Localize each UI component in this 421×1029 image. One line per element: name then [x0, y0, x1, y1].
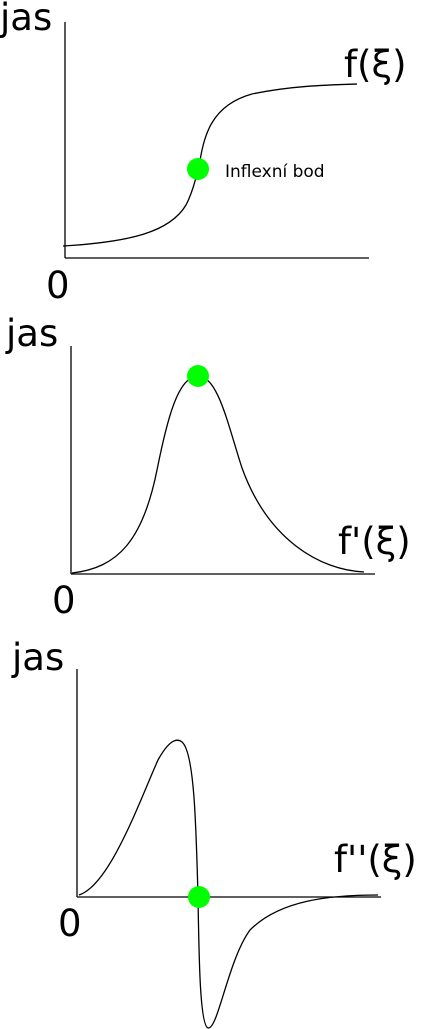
inflection-point-marker [187, 158, 209, 180]
y-axis-label: jas [11, 636, 64, 679]
bell-curve [71, 375, 365, 574]
second-derivative-curve [78, 739, 379, 1029]
zero-crossing-marker [188, 886, 210, 908]
inflection-point-label: Inflexní bod [225, 162, 325, 182]
maximum-point-marker [187, 365, 209, 387]
panel-second-derivative: jas 0 f''(ξ) [11, 636, 417, 1029]
curve-label: f'(ξ) [338, 520, 411, 563]
panel-function: jas 0 f(ξ) Inflexní bod [0, 0, 407, 307]
origin-label: 0 [46, 264, 70, 307]
panel-first-derivative: jas 0 f'(ξ) [5, 312, 411, 622]
origin-label: 0 [58, 902, 82, 945]
curve-label: f(ξ) [344, 43, 407, 86]
curve-label: f''(ξ) [334, 838, 417, 881]
origin-label: 0 [52, 579, 76, 622]
y-axis-label: jas [0, 0, 52, 39]
y-axis-label: jas [5, 312, 58, 355]
